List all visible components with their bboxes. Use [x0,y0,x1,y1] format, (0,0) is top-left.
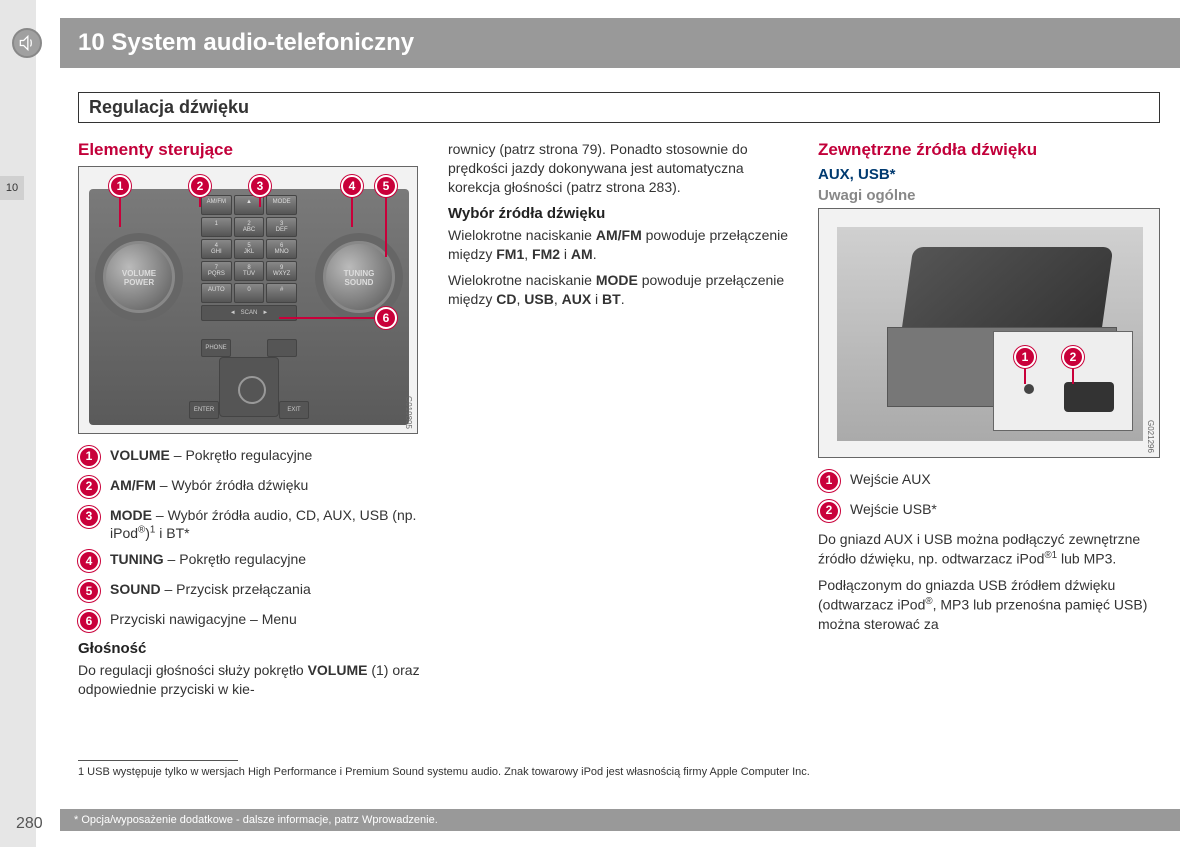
col3-sub2: Uwagi ogólne [818,187,1160,204]
legend-list-2: 1Wejście AUX 2Wejście USB* [818,470,1160,522]
legend-item: 6Przyciski nawigacyjne – Menu [78,610,420,632]
legend-item: 2Wejście USB* [818,500,1160,522]
exit-button-icon: EXIT [279,401,309,419]
column-3: Zewnętrzne źródła dźwięku AUX, USB* Uwag… [818,140,1160,707]
legend-item: 2AM/FM – Wybór źródła dźwięku [78,476,420,498]
chapter-title-band: 10 System audio-telefoniczny [60,18,1180,68]
legend-item: 3MODE – Wybór źródła audio, CD, AUX, USB… [78,506,420,542]
legend-item: 1VOLUME – Pokrętło regulacyjne [78,446,420,468]
legend-text: MODE – Wybór źródła audio, CD, AUX, USB … [110,506,420,542]
col2-h1: Wybór źródła dźwięku [448,205,790,222]
col3-p2: Podłączonym do gniazda USB źródłem dźwię… [818,576,1160,633]
speaker-icon [12,28,42,58]
col2-cont: rownicy (patrz strona 79). Ponadto stoso… [448,140,790,197]
enter-button-icon: ENTER [189,401,219,419]
footnote-text: 1 USB występuje tylko w wersjach High Pe… [78,766,810,778]
aux-jack-icon [1024,384,1034,394]
figure-id-1: G019805 [404,396,413,429]
col2-p2: Wielokrotne naciskanie MODE powoduje prz… [448,271,790,309]
volume-knob-icon: VOLUMEPOWER [103,241,175,313]
col3-p1: Do gniazd AUX i USB można podłączyć zewn… [818,530,1160,568]
col2-p1: Wielokrotne naciskanie AM/FM powoduje pr… [448,226,790,264]
col1-heading: Elementy sterujące [78,140,420,160]
legend-item: 5SOUND – Przycisk przełączania [78,580,420,602]
content-columns: Elementy sterujące VOLUMEPOWER TUNINGSOU… [78,140,1160,707]
left-page-strip [0,0,36,847]
callout-5: 5 [375,175,397,197]
figure-aux-usb: 1 2 G021296 [818,208,1160,458]
usb-slot-icon [1064,382,1114,412]
callout-3: 3 [249,175,271,197]
armrest-graphic: 1 2 [837,227,1143,441]
footer-note: * Opcja/wyposażenie dodatkowe - dalsze i… [74,814,438,826]
figure-id-2: G021296 [1146,420,1155,453]
chapter-title: 10 System audio-telefoniczny [78,29,414,57]
inset-panel: 1 2 [993,331,1133,431]
legend-item: 1Wejście AUX [818,470,1160,492]
footer-band: * Opcja/wyposażenie dodatkowe - dalsze i… [60,809,1180,831]
callout-1: 1 [109,175,131,197]
keypad-icon: AM/FM ▲ MODE 1 2ABC 3DEF 4GHI 5JKL 6MNO … [201,195,297,321]
legend-text: Przyciski nawigacyjne – Menu [110,610,420,628]
column-1: Elementy sterujące VOLUMEPOWER TUNINGSOU… [78,140,420,707]
armrest-lid-icon [901,247,1114,337]
legend-text: SOUND – Przycisk przełączania [110,580,420,598]
section-heading: Regulacja dźwięku [78,92,1160,123]
legend-text: Wejście AUX [850,470,1160,488]
chapter-tab: 10 [0,176,24,200]
callout-6: 6 [375,307,397,329]
phone-button-icon: PHONE [201,339,231,357]
callout-aux: 1 [1014,346,1036,368]
col1-subheading: Głośność [78,640,420,657]
legend-text: TUNING – Pokrętło regulacyjne [110,550,420,568]
legend-text: VOLUME – Pokrętło regulacyjne [110,446,420,464]
legend-item: 4TUNING – Pokrętło regulacyjne [78,550,420,572]
radio-panel-graphic: VOLUMEPOWER TUNINGSOUND AM/FM ▲ MODE 1 2… [89,189,409,425]
column-2: rownicy (patrz strona 79). Ponadto stoso… [448,140,790,707]
figure-control-panel: VOLUMEPOWER TUNINGSOUND AM/FM ▲ MODE 1 2… [78,166,418,434]
col1-subtext: Do regulacji głośności służy pokrętło VO… [78,661,420,699]
footnote-rule [78,760,238,761]
callout-4: 4 [341,175,363,197]
navpad-icon [219,357,279,417]
page-number: 280 [16,815,43,833]
legend-list-1: 1VOLUME – Pokrętło regulacyjne 2AM/FM – … [78,446,420,632]
legend-text: Wejście USB* [850,500,1160,518]
callout-2: 2 [189,175,211,197]
col3-heading: Zewnętrzne źródła dźwięku [818,140,1160,160]
section-title: Regulacja dźwięku [89,97,249,117]
legend-text: AM/FM – Wybór źródła dźwięku [110,476,420,494]
col3-sub1: AUX, USB* [818,166,1160,183]
callout-usb: 2 [1062,346,1084,368]
